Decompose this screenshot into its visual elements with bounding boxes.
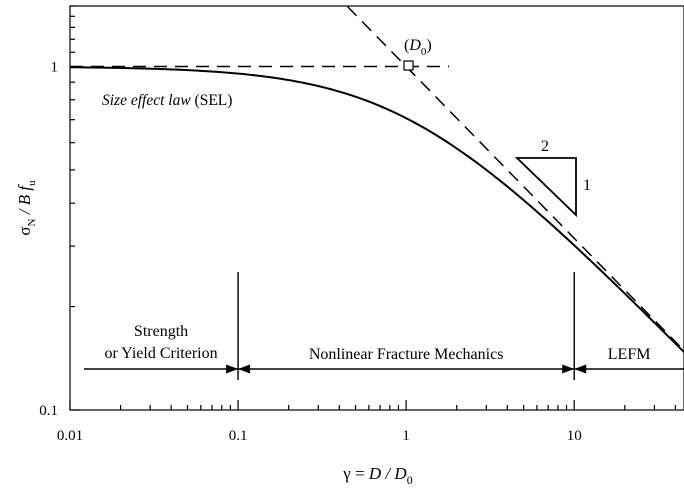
region-label: Nonlinear Fracture Mechanics — [309, 346, 504, 363]
region-arrowhead — [226, 364, 239, 374]
slope-rise-label: 1 — [583, 177, 591, 194]
y-tick-label: 0.1 — [39, 403, 58, 419]
d0-marker — [403, 60, 414, 71]
x-axis-label: γ = D / D0 — [342, 464, 412, 487]
plot-frame — [69, 5, 684, 411]
x-tick-label: 10 — [567, 428, 582, 444]
x-tick-label: 1 — [402, 428, 410, 444]
region-label: Strength — [134, 323, 188, 340]
sel-label: Size effect law (SEL) — [102, 92, 232, 109]
region-label: LEFM — [608, 346, 651, 363]
series-lines — [70, 6, 684, 353]
y-tick-label: 1 — [51, 59, 59, 75]
slope-triangle — [514, 157, 577, 218]
regions: Strength or Yield Criterion Nonlinear Frac… — [84, 272, 684, 380]
x-tick-label: 0.1 — [229, 428, 248, 444]
region-label: or Yield Criterion — [104, 345, 217, 362]
asymptote-line-2 — [345, 6, 684, 352]
sel-curve — [70, 66, 684, 353]
slope-run-label: 2 — [541, 138, 549, 155]
region-arrowhead — [238, 364, 251, 374]
y-axis-ticks: 10.1 — [39, 5, 80, 419]
x-axis-ticks: 0.01 0.1 1 10 — [57, 400, 677, 444]
region-arrowhead — [574, 364, 587, 374]
region-arrowhead — [562, 364, 575, 374]
y-axis-label: σN / B fu — [15, 180, 38, 236]
d0-point-label: (D0) — [404, 37, 432, 58]
x-tick-label: 0.01 — [57, 428, 83, 444]
